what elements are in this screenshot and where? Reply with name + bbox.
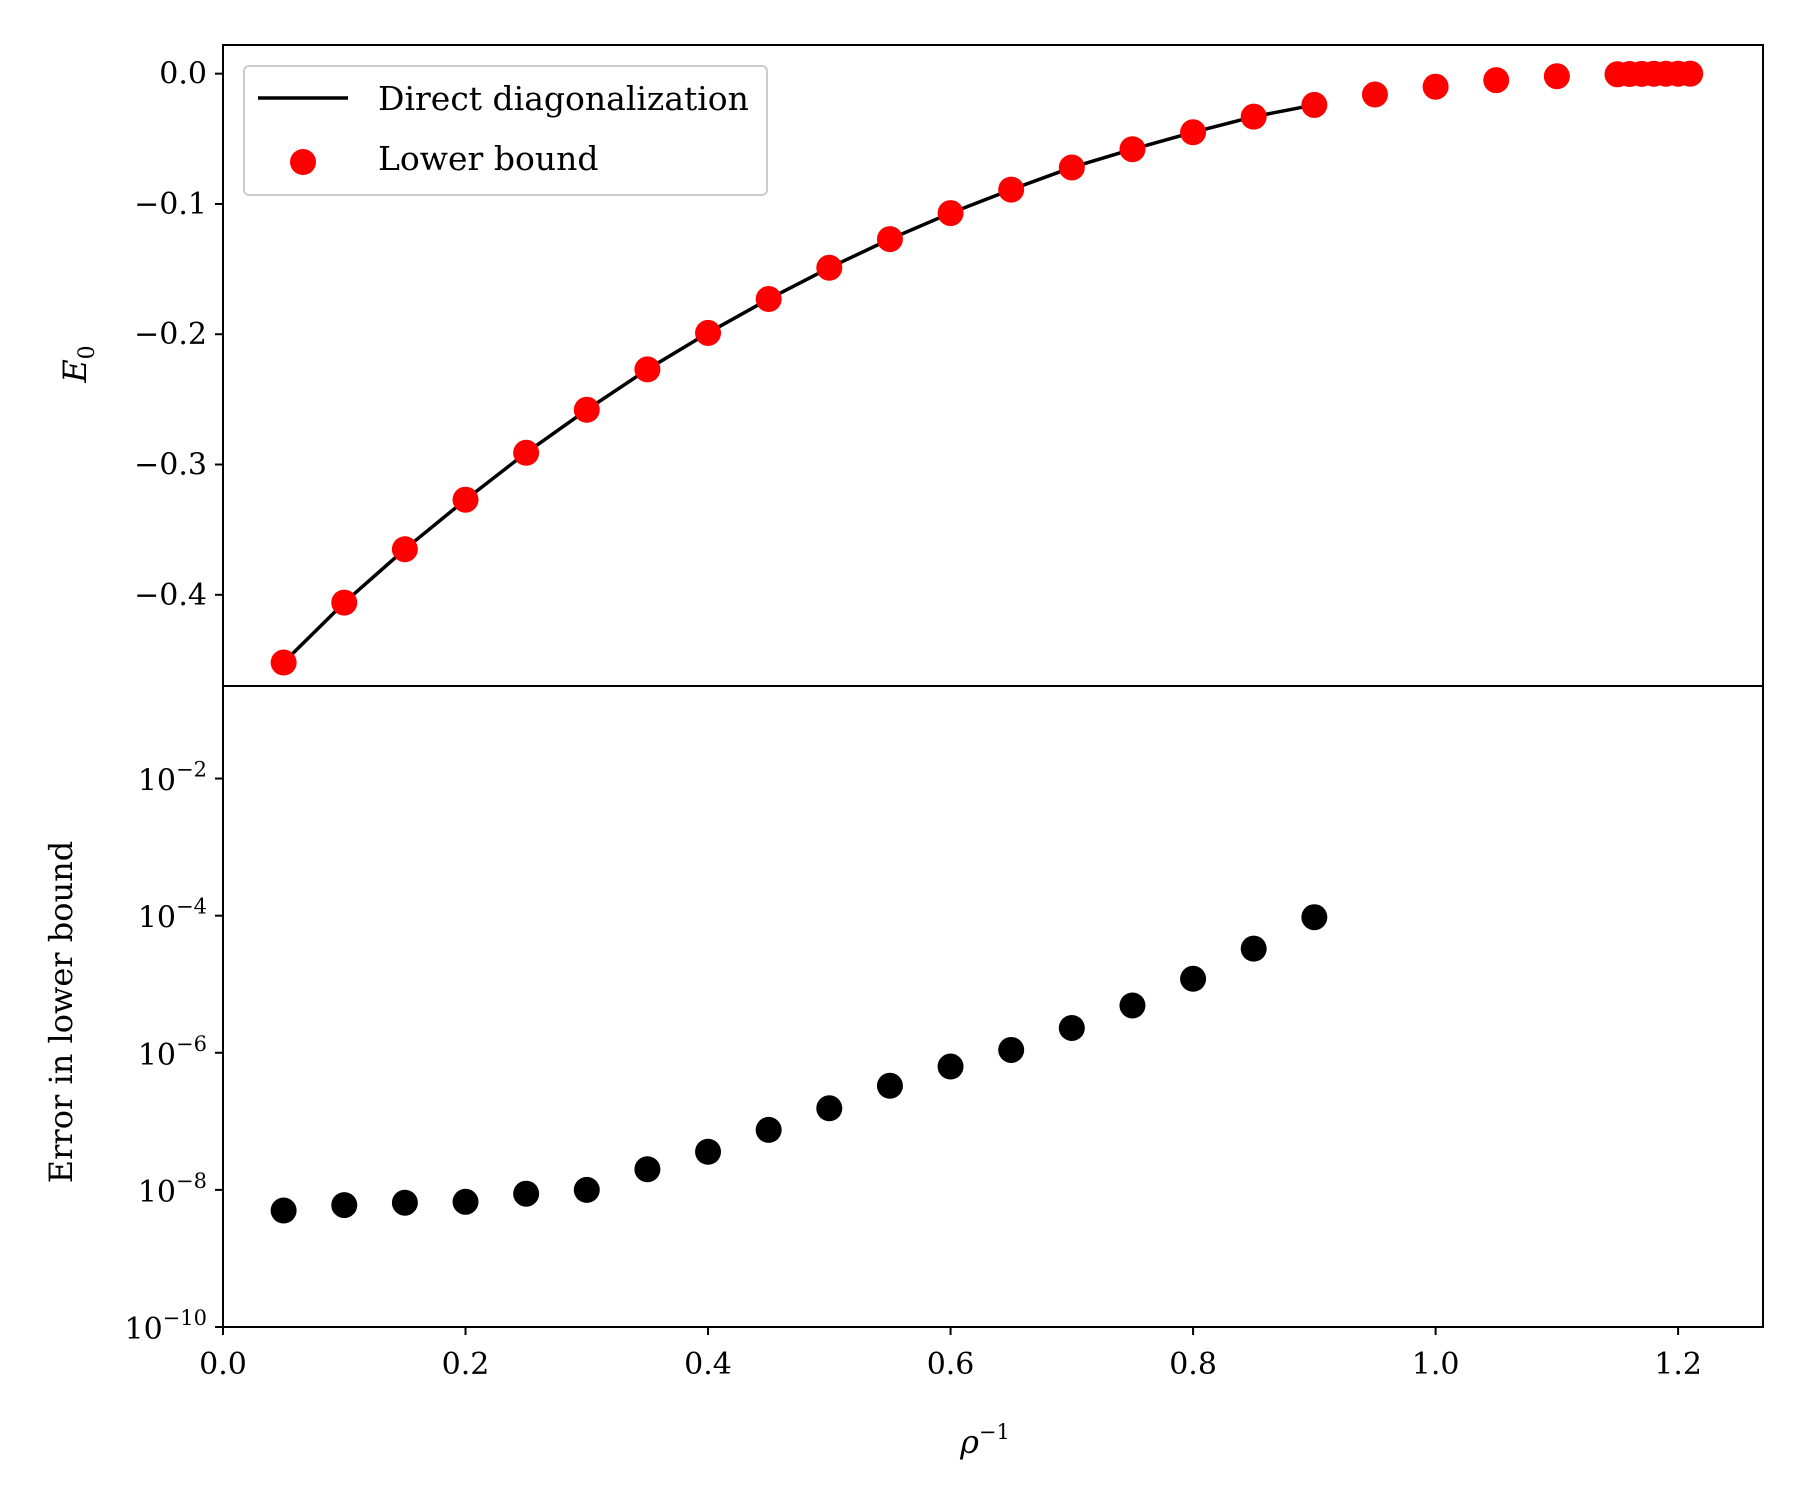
lower-bound-point: [1180, 119, 1207, 146]
lower-bound-point: [1240, 103, 1267, 130]
bottom-y-tick-label: 10−2: [138, 758, 207, 799]
top-series-layer: [270, 60, 1704, 676]
bottom-y-tick-label: 10−6: [138, 1032, 207, 1073]
lower-bound-point: [452, 486, 479, 513]
bottom-y-tick-label: 10−8: [138, 1169, 207, 1210]
bottom-y-ticks: 10−2 10−4 10−6 10−8 10−10: [124, 758, 223, 1347]
error-point: [391, 1189, 418, 1216]
top-y-tick-label: −0.4: [134, 578, 207, 613]
top-y-axis-label: E0: [56, 345, 100, 383]
top-y-ticks: 0.0 −0.1 −0.2 −0.3 −0.4: [134, 57, 223, 613]
error-point: [876, 1072, 903, 1099]
lower-bound-point: [1361, 81, 1388, 108]
lower-bound-point: [1119, 136, 1146, 163]
x-tick-label: 0.8: [1169, 1347, 1217, 1382]
legend-box: [243, 65, 768, 196]
x-tick-label: 1.2: [1654, 1347, 1702, 1382]
bottom-panel: 10−2 10−4 10−6 10−8 10−10 0.0 0.2 0.4 0.6 0.8 1.0…: [42, 685, 1764, 1461]
lower-bound-point: [391, 536, 418, 563]
error-point: [998, 1036, 1025, 1063]
bottom-series-layer: [270, 904, 1328, 1224]
legend-label-lower-bound: Lower bound: [378, 139, 598, 178]
bottom-y-tick-label: 10−10: [124, 1306, 207, 1347]
lower-bound-point: [634, 356, 661, 383]
top-y-tick-label: 0.0: [159, 57, 207, 92]
lower-bound-point: [1422, 73, 1449, 100]
lower-bound-point: [270, 649, 297, 676]
top-y-tick-label: −0.2: [134, 317, 207, 352]
error-point: [1058, 1014, 1085, 1041]
lower-bound-point: [998, 176, 1025, 203]
x-tick-label: 0.6: [927, 1347, 975, 1382]
x-tick-label: 0.0: [199, 1347, 247, 1382]
error-point: [513, 1180, 540, 1207]
lower-bound-point: [1677, 60, 1704, 87]
error-point: [695, 1138, 722, 1165]
top-y-tick-label: −0.1: [134, 187, 207, 222]
bottom-y-tick-label: 10−4: [138, 895, 207, 936]
error-point: [755, 1116, 782, 1143]
error-point: [816, 1095, 843, 1122]
lower-bound-point: [513, 439, 540, 466]
error-point: [331, 1192, 358, 1219]
x-axis-label: ρ−1: [959, 1420, 1010, 1461]
x-tick-label: 1.0: [1412, 1347, 1460, 1382]
error-point: [1301, 904, 1328, 931]
lower-bound-point: [573, 396, 600, 423]
x-tick-label: 0.4: [684, 1347, 732, 1382]
lower-bound-point: [755, 286, 782, 313]
lower-bound-point: [1301, 91, 1328, 118]
error-point: [1119, 992, 1146, 1019]
legend: Direct diagonalization Lower bound: [243, 65, 768, 196]
legend-marker-swatch: [290, 149, 316, 175]
bottom-plot-frame: [222, 685, 1764, 1328]
lower-bound-point: [816, 254, 843, 281]
legend-label-direct-diagonalization: Direct diagonalization: [378, 79, 749, 118]
error-point: [937, 1053, 964, 1080]
bottom-y-axis-label: Error in lower bound: [42, 841, 80, 1183]
lower-bound-point: [937, 200, 964, 227]
bottom-x-ticks: 0.0 0.2 0.4 0.6 0.8 1.0 1.2: [199, 1327, 1702, 1382]
error-point: [270, 1197, 297, 1224]
error-point: [1180, 965, 1207, 992]
lower-bound-point: [876, 226, 903, 253]
lower-bound-point: [1483, 67, 1510, 94]
x-tick-label: 0.2: [442, 1347, 490, 1382]
lower-bound-point: [1543, 63, 1570, 90]
lower-bound-point: [1058, 154, 1085, 181]
error-point: [452, 1188, 479, 1215]
error-point: [634, 1156, 661, 1183]
error-point: [1240, 935, 1267, 962]
lower-bound-point: [331, 589, 358, 616]
lower-bound-point: [695, 319, 722, 346]
top-y-tick-label: −0.3: [134, 448, 207, 483]
error-point: [573, 1176, 600, 1203]
